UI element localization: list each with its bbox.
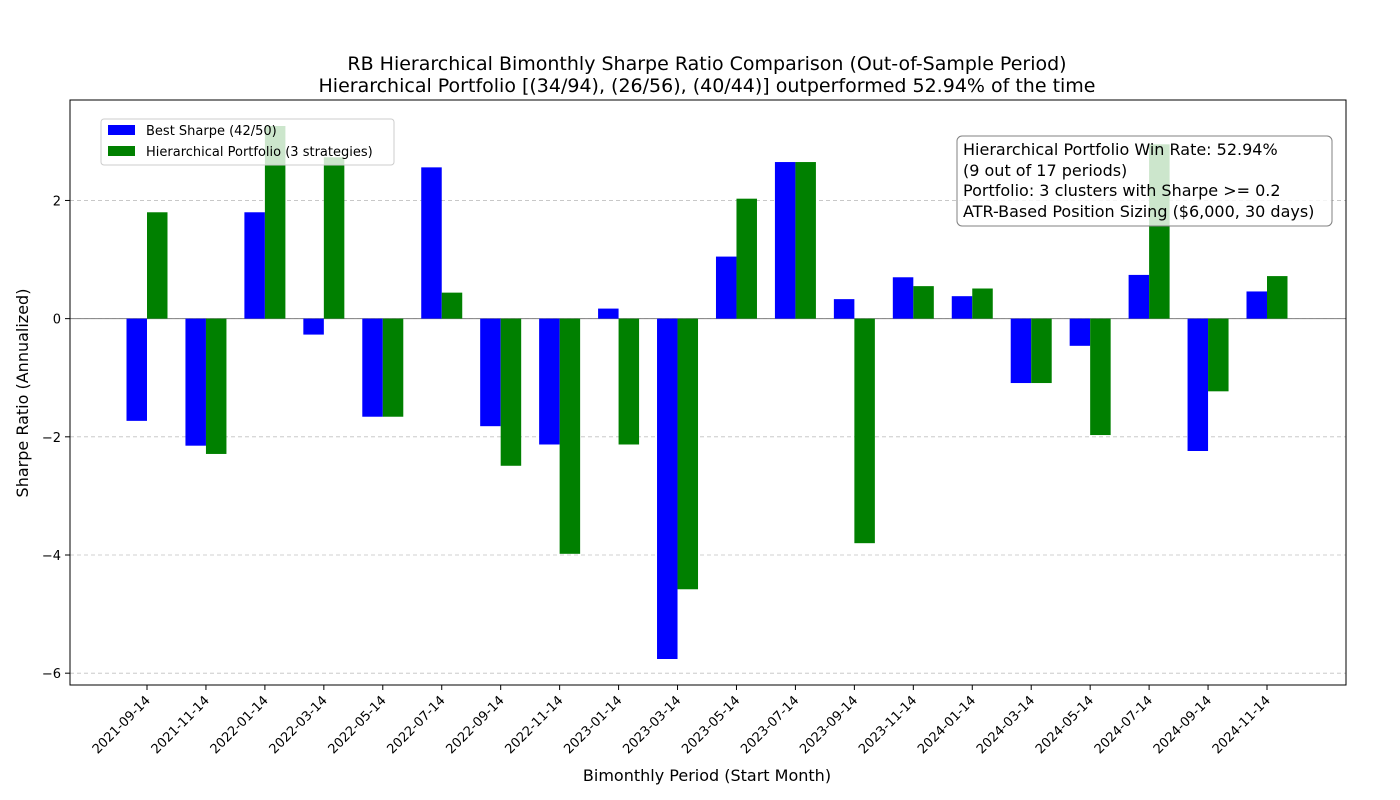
bar-hierarchical (1208, 318, 1229, 392)
bar-best-sharpe (126, 318, 147, 421)
bar-best-sharpe (833, 299, 855, 319)
x-tick-label: 2024-09-14 (1151, 693, 1215, 757)
x-tick-label: 2022-03-14 (267, 693, 331, 757)
bar-best-sharpe (657, 318, 678, 659)
legend-swatch-best-sharpe (108, 125, 135, 135)
bar-hierarchical (559, 318, 581, 554)
bar-best-sharpe (480, 318, 501, 427)
bar-hierarchical (500, 318, 522, 466)
chart-title-line-1: RB Hierarchical Bimonthly Sharpe Ratio C… (347, 53, 1066, 75)
annotation-line-3: Portfolio: 3 clusters with Sharpe >= 0.2 (963, 181, 1281, 200)
x-tick-label: 2022-09-14 (443, 693, 507, 757)
bar-best-sharpe (892, 277, 914, 319)
x-tick-label: 2022-05-14 (326, 693, 390, 757)
bar-best-sharpe (362, 318, 383, 417)
bar-best-sharpe (715, 256, 737, 319)
bar-best-sharpe (185, 318, 206, 446)
bar-hierarchical (972, 288, 993, 319)
x-tick-label: 2023-01-14 (561, 693, 625, 757)
x-tick-label: 2024-05-14 (1033, 693, 1097, 757)
y-axis-label: Sharpe Ratio (Annualized) (13, 289, 32, 498)
bar-hierarchical (618, 318, 640, 445)
annotation-line-1: Hierarchical Portfolio Win Rate: 52.94% (963, 140, 1278, 159)
bar-best-sharpe (244, 212, 265, 319)
bar-best-sharpe (1128, 274, 1150, 319)
x-tick-label: 2023-07-14 (738, 693, 802, 757)
bar-best-sharpe (539, 318, 560, 445)
x-tick-label: 2024-07-14 (1092, 693, 1156, 757)
bar-hierarchical (264, 126, 286, 319)
y-tick-label: −6 (42, 667, 61, 682)
y-tick-label: −4 (42, 549, 61, 564)
bars (126, 126, 1288, 659)
legend-swatch-hierarchical (108, 146, 135, 156)
y-tick-label: −2 (42, 431, 61, 446)
bar-best-sharpe (598, 308, 619, 319)
x-tick-label: 2023-11-14 (856, 693, 920, 757)
bar-best-sharpe (421, 167, 442, 319)
x-tick-label: 2023-05-14 (679, 693, 743, 757)
bar-hierarchical (147, 212, 168, 319)
bar-hierarchical (854, 318, 875, 544)
bar-best-sharpe (303, 318, 324, 335)
x-tick-label: 2022-11-14 (502, 693, 566, 757)
legend-label-best-sharpe: Best Sharpe (42/50) (146, 124, 277, 139)
y-tick-label: 0 (53, 313, 61, 328)
bar-best-sharpe (1069, 318, 1091, 346)
bar-best-sharpe (951, 296, 973, 319)
bar-hierarchical (323, 157, 345, 319)
legend: Best Sharpe (42/50) Hierarchical Portfol… (100, 118, 395, 166)
bar-hierarchical (736, 198, 757, 319)
bar-best-sharpe (774, 162, 796, 319)
bar-hierarchical (1267, 276, 1288, 319)
y-axis-ticks: −6 −4 −2 0 2 (42, 194, 70, 682)
legend-label-hierarchical: Hierarchical Portfolio (3 strategies) (146, 145, 373, 160)
x-axis-ticks: 2021-09-142021-11-142022-01-142022-03-14… (90, 685, 1274, 757)
x-tick-label: 2021-09-14 (90, 693, 154, 757)
chart-title-line-2: Hierarchical Portfolio [(34/94), (26/56)… (319, 75, 1096, 97)
bar-hierarchical (205, 318, 227, 454)
bar-hierarchical (913, 286, 934, 319)
legend-frame (100, 118, 395, 166)
x-tick-label: 2022-01-14 (208, 693, 272, 757)
x-tick-label: 2021-11-14 (149, 693, 213, 757)
bar-hierarchical (441, 292, 463, 319)
annotation-box: Hierarchical Portfolio Win Rate: 52.94% … (956, 135, 1333, 227)
x-tick-label: 2023-09-14 (797, 693, 861, 757)
bar-best-sharpe (1187, 318, 1209, 451)
y-tick-label: 2 (53, 194, 61, 209)
bar-hierarchical (795, 162, 816, 319)
x-axis-label: Bimonthly Period (Start Month) (583, 766, 831, 785)
bar-best-sharpe (1010, 318, 1032, 384)
bar-best-sharpe (1246, 291, 1267, 319)
bar-hierarchical (1090, 318, 1111, 436)
x-tick-label: 2024-01-14 (915, 693, 979, 757)
plot-frame (69, 99, 1347, 686)
bar-hierarchical (1031, 318, 1052, 384)
annotation-line-2: (9 out of 17 periods) (963, 161, 1127, 180)
x-tick-label: 2024-11-14 (1210, 693, 1274, 757)
x-tick-label: 2024-03-14 (974, 693, 1038, 757)
x-tick-label: 2022-07-14 (385, 693, 449, 757)
annotation-frame (956, 135, 1333, 227)
x-tick-label: 2023-03-14 (620, 693, 684, 757)
bar-hierarchical (382, 318, 404, 417)
annotation-line-4: ATR-Based Position Sizing ($6,000, 30 da… (963, 202, 1314, 221)
bar-hierarchical (677, 318, 699, 590)
